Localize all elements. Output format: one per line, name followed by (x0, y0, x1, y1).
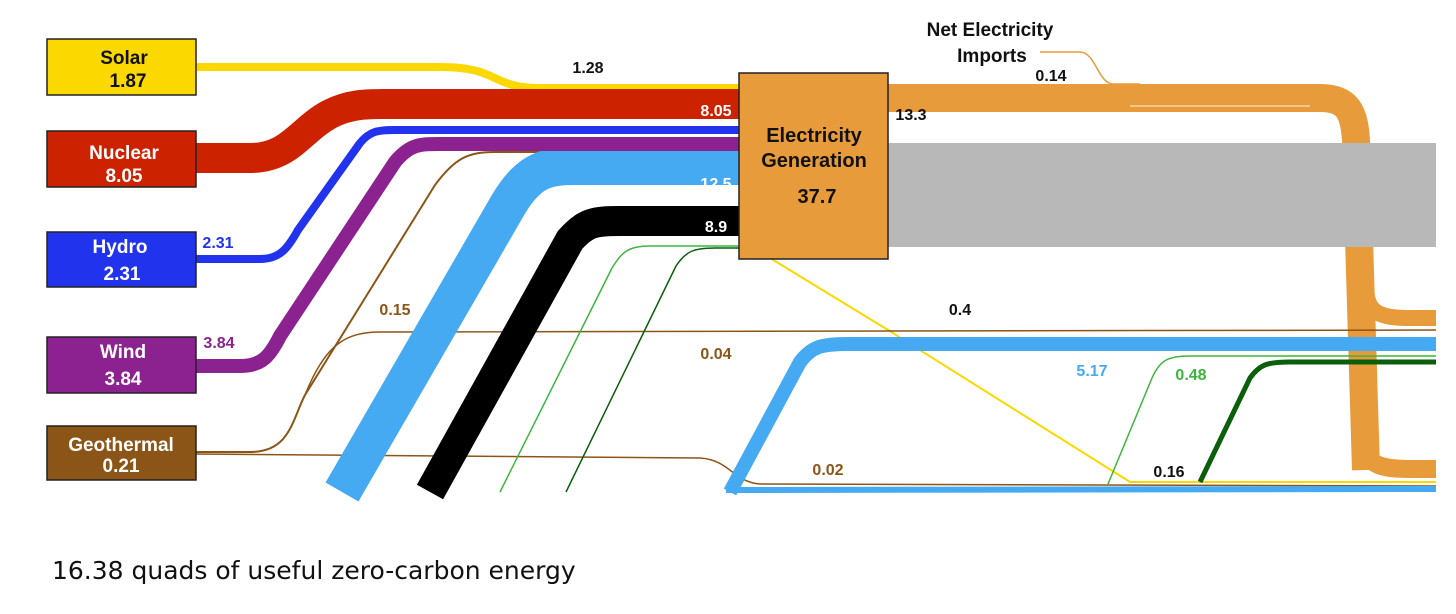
caption: 16.38 quads of useful zero-carbon energy (52, 556, 576, 585)
nuclear-box (46, 130, 197, 188)
green-flow-to-generation (499, 245, 740, 493)
solar-flow (196, 63, 740, 92)
hydro-value: 2.31 (104, 264, 141, 285)
geothermal-value: 0.21 (103, 456, 140, 477)
generation-title-line2: Generation (761, 150, 867, 172)
label-black-lower: 0.16 (1153, 464, 1184, 481)
source-geothermal: Geothermal 0.21 (46, 425, 197, 481)
generation-value: 37.7 (798, 186, 837, 208)
dark-green-lower-flow (1197, 359, 1436, 484)
geothermal-flow-to-generation (196, 151, 740, 453)
label-generation-output: 13.3 (895, 107, 926, 124)
dark-green-flow-to-generation (565, 247, 740, 493)
generation-title-line1: Electricity (766, 125, 862, 147)
hydro-flow (196, 126, 740, 263)
geothermal-flow-low (195, 453, 1437, 487)
coal-flow-to-generation (416, 206, 740, 500)
imports-leader-line (1040, 51, 1140, 85)
label-green-lower: 0.48 (1175, 367, 1206, 384)
label-wind-out: 3.84 (203, 335, 234, 352)
wind-name: Wind (100, 342, 146, 363)
green-lower-flow (1107, 355, 1436, 485)
electricity-generation-node (738, 72, 889, 260)
imports-title-line2: Imports (957, 46, 1027, 67)
source-wind: Wind 3.84 (46, 336, 197, 394)
nuclear-name: Nuclear (89, 143, 159, 164)
geothermal-box (46, 425, 197, 481)
electricity-output-flow (888, 84, 1380, 471)
wind-value: 3.84 (105, 369, 142, 390)
source-nuclear: Nuclear 8.05 (46, 130, 197, 188)
gas-flow-to-generation (325, 147, 740, 502)
solar-box (46, 38, 197, 96)
label-gas-to-generation: 12.5 (700, 176, 731, 193)
solar-lower-flow (769, 257, 1436, 483)
generation-loss-band (888, 143, 1436, 247)
nuclear-value: 8.05 (106, 166, 143, 187)
nuclear-flow (196, 89, 740, 173)
label-geothermal-mid: 0.04 (700, 346, 731, 363)
electricity-branch-upper (1358, 288, 1436, 326)
wind-box (46, 336, 197, 394)
hydro-box (46, 231, 197, 288)
solar-name: Solar (100, 48, 148, 69)
gas-lower-flow (723, 337, 1436, 496)
imports-title-line1: Net Electricity (927, 20, 1054, 41)
source-hydro: Hydro 2.31 (46, 231, 197, 288)
electricity-branch-lower (1353, 429, 1436, 478)
geothermal-flow-mid (304, 329, 1437, 396)
source-solar: Solar 1.87 (46, 38, 197, 96)
label-geothermal-low: 0.02 (812, 462, 843, 479)
label-solar-lower: 0.4 (949, 302, 971, 319)
solar-value: 1.87 (110, 71, 147, 92)
label-hydro-out: 2.31 (202, 235, 233, 252)
label-gas-lower: 5.17 (1076, 363, 1107, 380)
geothermal-name: Geothermal (68, 435, 174, 456)
hydro-name: Hydro (93, 237, 148, 258)
label-geothermal-to-generation: 0.15 (379, 302, 410, 319)
gas-bottom-flow (725, 486, 1437, 493)
label-nuclear-to-generation: 8.05 (700, 103, 731, 120)
label-solar-to-generation: 1.28 (572, 60, 603, 77)
label-coal-to-generation: 8.9 (705, 219, 727, 236)
wind-flow (196, 137, 740, 373)
label-imports-value: 0.14 (1035, 68, 1066, 85)
